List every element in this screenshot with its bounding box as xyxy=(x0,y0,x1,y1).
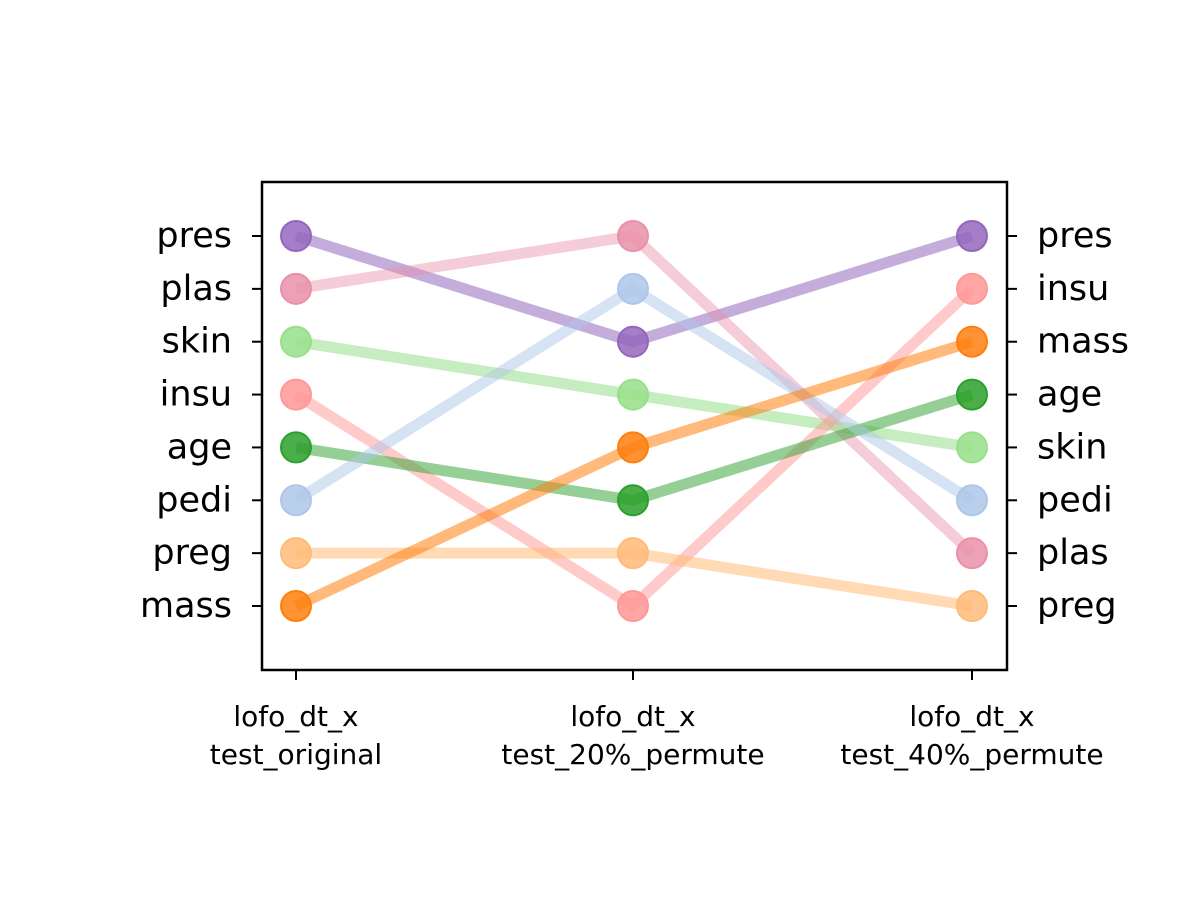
left-tick-label-insu: insu xyxy=(160,375,232,415)
series-layer xyxy=(280,220,988,622)
point-pres-0 xyxy=(280,220,312,252)
point-mass-1 xyxy=(617,431,649,464)
right-tick-label-mass: mass xyxy=(1037,322,1129,362)
point-insu-0 xyxy=(280,378,312,411)
point-plas-2 xyxy=(956,537,988,570)
point-pedi-1 xyxy=(617,272,649,305)
point-mass-2 xyxy=(956,325,988,358)
point-pedi-0 xyxy=(280,484,312,517)
point-pedi-2 xyxy=(956,484,988,517)
left-tick-label-plas: plas xyxy=(160,269,232,309)
point-skin-2 xyxy=(956,431,988,464)
left-tick-label-pres: pres xyxy=(156,216,232,256)
right-tick-label-age: age xyxy=(1037,375,1102,415)
point-age-1 xyxy=(617,484,649,517)
series-pres xyxy=(280,220,988,358)
x-tick-label-0: lofo_dt_x test_original xyxy=(210,700,382,771)
point-age-2 xyxy=(956,378,988,411)
right-tick-label-pedi: pedi xyxy=(1037,480,1113,520)
point-age-0 xyxy=(280,431,312,464)
series-plas xyxy=(280,220,988,570)
point-insu-2 xyxy=(956,272,988,305)
plot-frame xyxy=(260,180,1009,672)
x-tick-label-2: lofo_dt_x test_40%_permute xyxy=(840,700,1103,771)
right-tick-label-preg: preg xyxy=(1037,586,1117,626)
left-tick-label-age: age xyxy=(167,427,232,467)
left-tick-label-preg: preg xyxy=(152,533,232,573)
right-tick-label-plas: plas xyxy=(1037,533,1109,573)
right-tick-label-insu: insu xyxy=(1037,269,1109,309)
point-insu-1 xyxy=(617,590,649,622)
left-tick-label-skin: skin xyxy=(162,322,232,362)
x-tick-label-1: lofo_dt_x test_20%_permute xyxy=(501,700,764,771)
point-preg-2 xyxy=(956,590,988,622)
point-preg-1 xyxy=(617,537,649,570)
left-tick-label-pedi: pedi xyxy=(156,480,232,520)
point-plas-0 xyxy=(280,272,312,305)
point-pres-2 xyxy=(956,220,988,252)
point-mass-0 xyxy=(280,590,312,622)
series-pedi xyxy=(280,272,988,517)
point-plas-1 xyxy=(617,220,649,252)
right-tick-label-skin: skin xyxy=(1037,427,1107,467)
series-mass xyxy=(280,325,988,622)
point-skin-1 xyxy=(617,378,649,411)
left-tick-label-mass: mass xyxy=(140,586,232,626)
point-skin-0 xyxy=(280,325,312,358)
axes-layer: mass preg pedi age insu skin plas pres preg plas p… xyxy=(140,216,1129,771)
point-pres-1 xyxy=(617,325,649,358)
point-preg-0 xyxy=(280,537,312,570)
right-tick-label-pres: pres xyxy=(1037,216,1113,256)
